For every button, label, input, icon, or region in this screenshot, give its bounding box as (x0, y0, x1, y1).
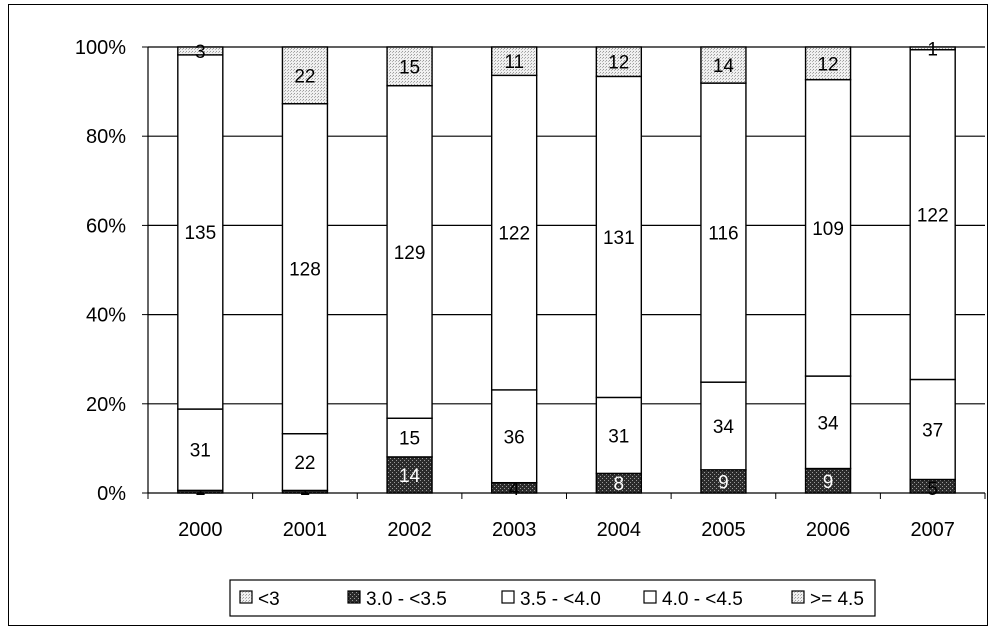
legend-label: 3.0 - <3.5 (366, 589, 447, 610)
bar-segment (490, 74, 538, 391)
bar-segment (595, 46, 643, 78)
bar-segment (386, 417, 433, 458)
data-label: 131 (603, 228, 635, 249)
data-label: 8 (614, 474, 625, 495)
data-label: 9 (718, 472, 729, 493)
data-label: 31 (608, 426, 629, 447)
legend-box (229, 579, 876, 617)
bar-segment (804, 78, 852, 377)
data-label: 15 (399, 429, 420, 450)
x-tick-label: 2004 (597, 519, 642, 541)
data-label: 1 (927, 39, 938, 60)
legend-label: >= 4.5 (810, 589, 864, 610)
x-tick-label: 2001 (283, 519, 328, 541)
data-label: 109 (812, 219, 844, 240)
bar-segment (177, 46, 224, 56)
legend-swatch (239, 590, 253, 604)
y-tick-label: 0% (97, 483, 126, 505)
y-tick-label: 100% (75, 37, 126, 59)
bar-segment (490, 46, 538, 77)
bar-segment (909, 46, 956, 51)
x-tick-label: 2000 (178, 519, 223, 541)
x-tick-label: 2007 (910, 519, 955, 541)
y-tick-label: 20% (86, 394, 126, 416)
bar-segment (804, 46, 852, 81)
bar-segment (595, 396, 643, 475)
data-label: 128 (289, 260, 321, 281)
bar-segment (804, 467, 852, 494)
data-label: 9 (823, 472, 834, 493)
bar-segment (281, 46, 329, 105)
data-label: 5 (927, 479, 938, 500)
data-label: 135 (184, 223, 216, 244)
x-tick-label: 2003 (492, 519, 537, 541)
data-label: 14 (713, 56, 735, 77)
data-label: 122 (498, 224, 530, 245)
bar-segment (281, 103, 329, 435)
legend-swatch (501, 590, 515, 604)
data-label: 22 (294, 66, 315, 87)
legend-label: 4.0 - <4.5 (662, 589, 743, 610)
data-label: 3 (195, 42, 206, 63)
legend-swatch (347, 590, 361, 604)
x-tick-label: 2005 (701, 519, 746, 541)
data-label: 4 (509, 479, 520, 500)
bar-segment (909, 49, 956, 381)
data-label: 15 (399, 57, 420, 78)
y-tick-label: 80% (86, 126, 126, 148)
data-label: 129 (394, 243, 426, 264)
data-label: 12 (817, 54, 838, 75)
data-label: 36 (504, 427, 525, 448)
bar-segment (595, 75, 643, 399)
y-tick-label: 60% (86, 215, 126, 237)
data-label: 122 (917, 206, 949, 227)
data-label: 14 (399, 466, 421, 487)
bar-segment (700, 46, 747, 84)
legend-swatch (791, 590, 805, 604)
data-label: 34 (713, 417, 735, 438)
x-tick-label: 2006 (806, 519, 851, 541)
legend-swatch (643, 590, 657, 604)
data-label: 116 (708, 224, 738, 245)
legend-label: 3.5 - <4.0 (520, 589, 601, 610)
legend-label: <3 (258, 589, 280, 610)
bar-segment (386, 46, 433, 87)
data-label: 12 (608, 53, 629, 74)
bar-segment (386, 84, 433, 419)
bar-segment (177, 408, 224, 492)
bar-segment (804, 375, 852, 470)
bar-segment (700, 82, 747, 383)
data-label: 31 (190, 441, 211, 462)
x-tick-label: 2002 (387, 519, 432, 541)
data-label: 34 (817, 413, 839, 434)
data-label: 22 (294, 453, 315, 474)
data-label: 37 (922, 420, 943, 441)
y-tick-label: 40% (86, 305, 126, 327)
data-label: 11 (504, 52, 524, 73)
